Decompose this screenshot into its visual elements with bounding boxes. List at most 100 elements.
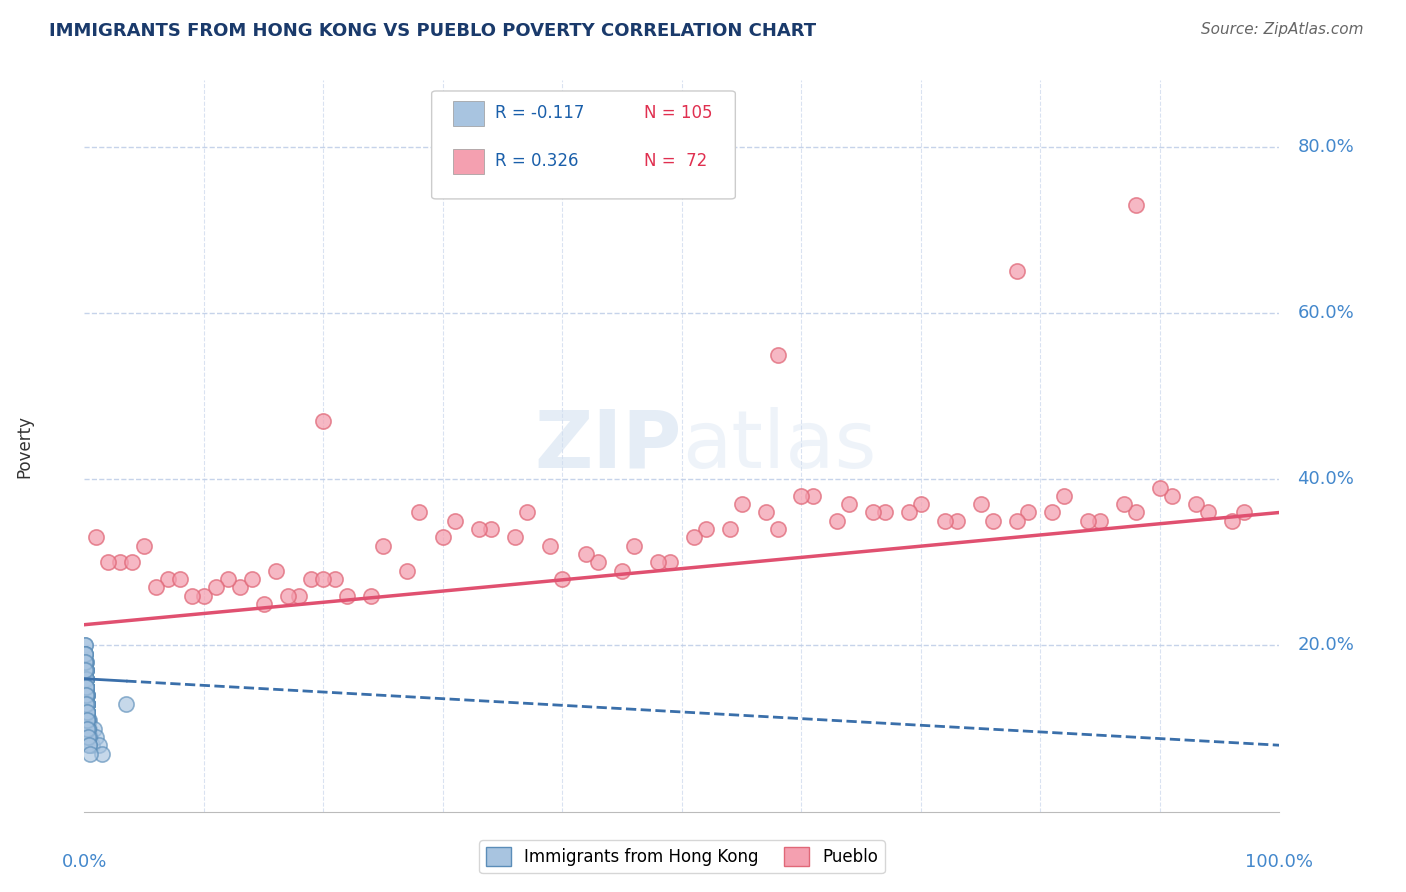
Point <box>1005 514 1028 528</box>
Point <box>75 655 97 669</box>
Point <box>1042 506 1064 520</box>
Point <box>76 705 98 719</box>
Point <box>75 689 97 703</box>
Point <box>76 697 98 711</box>
Point <box>75 680 97 694</box>
Point <box>77 722 100 736</box>
Point <box>86 730 108 744</box>
Text: Source: ZipAtlas.com: Source: ZipAtlas.com <box>1201 22 1364 37</box>
Point <box>75 672 97 686</box>
Point <box>946 514 969 528</box>
Point <box>790 489 813 503</box>
Point <box>76 714 98 728</box>
Point <box>468 522 491 536</box>
Point <box>76 705 98 719</box>
Point <box>75 697 97 711</box>
Legend: Immigrants from Hong Kong, Pueblo: Immigrants from Hong Kong, Pueblo <box>479 840 884 873</box>
Point <box>803 489 825 503</box>
Point <box>110 555 132 569</box>
Point <box>540 539 562 553</box>
Point <box>76 714 98 728</box>
Point <box>588 555 610 569</box>
Point <box>898 506 921 520</box>
Point <box>360 589 382 603</box>
Point <box>75 680 97 694</box>
Point <box>1197 506 1219 520</box>
Point <box>1090 514 1112 528</box>
Point <box>75 647 97 661</box>
Text: R = -0.117: R = -0.117 <box>495 104 585 122</box>
Point <box>229 580 252 594</box>
Point <box>75 680 97 694</box>
Point <box>75 647 97 661</box>
Point <box>121 555 143 569</box>
Point <box>77 730 100 744</box>
Point <box>75 697 97 711</box>
Point <box>75 680 97 694</box>
Point <box>75 672 97 686</box>
Point <box>623 539 645 553</box>
Point <box>76 705 98 719</box>
Point <box>76 689 98 703</box>
Point <box>766 347 789 362</box>
Point <box>76 705 98 719</box>
Point <box>76 697 98 711</box>
Point <box>76 689 98 703</box>
Point <box>75 672 97 686</box>
Point <box>647 555 669 569</box>
Point <box>145 580 167 594</box>
Point <box>75 655 97 669</box>
Point <box>75 664 97 678</box>
Point <box>75 647 97 661</box>
Point <box>75 680 97 694</box>
Point <box>157 572 180 586</box>
Point <box>83 722 105 736</box>
Point <box>76 705 98 719</box>
Point <box>75 655 97 669</box>
Point <box>75 647 97 661</box>
Point <box>76 697 98 711</box>
Point <box>76 697 98 711</box>
Text: IMMIGRANTS FROM HONG KONG VS PUEBLO POVERTY CORRELATION CHART: IMMIGRANTS FROM HONG KONG VS PUEBLO POVE… <box>49 22 817 40</box>
Point <box>76 697 98 711</box>
Text: ZIP: ZIP <box>534 407 682 485</box>
Point <box>76 714 98 728</box>
Point <box>75 680 97 694</box>
Point <box>312 414 335 428</box>
Point <box>115 697 138 711</box>
Point <box>1185 497 1208 511</box>
Point <box>205 580 228 594</box>
Text: N =  72: N = 72 <box>644 153 707 170</box>
Point <box>1125 506 1147 520</box>
Point <box>86 530 108 544</box>
Point <box>169 572 191 586</box>
Point <box>76 689 98 703</box>
Point <box>373 539 395 553</box>
Point <box>1053 489 1076 503</box>
Point <box>77 738 100 752</box>
Point <box>76 697 98 711</box>
Point <box>77 714 100 728</box>
Text: 40.0%: 40.0% <box>1298 470 1354 488</box>
Point <box>875 506 897 520</box>
Point <box>75 672 97 686</box>
Point <box>432 530 454 544</box>
Point <box>75 664 97 678</box>
Point <box>77 722 100 736</box>
Point <box>75 639 97 653</box>
Point <box>75 680 97 694</box>
Text: 60.0%: 60.0% <box>1298 304 1354 322</box>
Point <box>683 530 706 544</box>
Point <box>73 689 96 703</box>
Point <box>240 572 263 586</box>
Point <box>1005 264 1028 278</box>
Point <box>75 672 97 686</box>
Point <box>981 514 1004 528</box>
Point <box>76 689 98 703</box>
Point <box>312 572 335 586</box>
Point <box>75 689 97 703</box>
Point <box>76 697 98 711</box>
Point <box>1161 489 1184 503</box>
Point <box>503 530 526 544</box>
Point <box>659 555 682 569</box>
